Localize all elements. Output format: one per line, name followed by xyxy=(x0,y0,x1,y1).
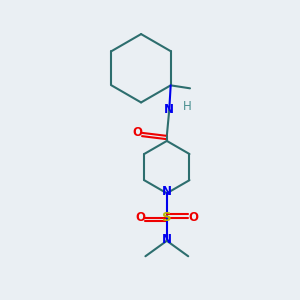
Text: H: H xyxy=(183,100,191,113)
Text: N: N xyxy=(164,103,174,116)
Text: O: O xyxy=(188,211,198,224)
Text: N: N xyxy=(162,185,172,198)
Text: O: O xyxy=(132,126,142,140)
Text: N: N xyxy=(162,233,172,246)
Text: S: S xyxy=(162,211,172,224)
Text: O: O xyxy=(135,211,146,224)
